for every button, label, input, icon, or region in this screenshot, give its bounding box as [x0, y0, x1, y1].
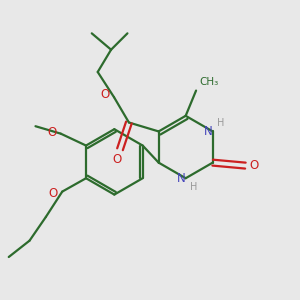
Text: H: H: [190, 182, 198, 192]
Text: N: N: [204, 125, 213, 138]
Text: O: O: [49, 187, 58, 200]
Text: O: O: [249, 159, 258, 172]
Text: O: O: [112, 153, 122, 166]
Text: H: H: [217, 118, 225, 128]
Text: CH₃: CH₃: [199, 76, 218, 87]
Text: O: O: [48, 126, 57, 139]
Text: N: N: [177, 172, 186, 185]
Text: O: O: [100, 88, 110, 101]
